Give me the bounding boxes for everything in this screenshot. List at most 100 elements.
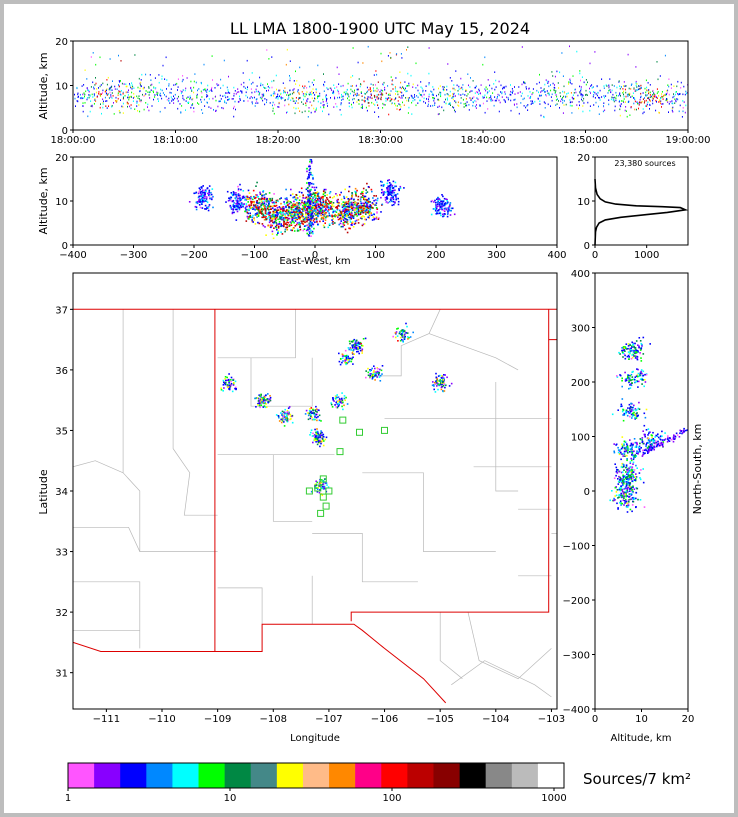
time-height-source bbox=[504, 93, 506, 95]
east-west-source bbox=[249, 207, 252, 209]
east-west-source bbox=[312, 204, 314, 207]
plan-view-source bbox=[340, 402, 343, 404]
time-height-source bbox=[540, 114, 542, 117]
east-west-source bbox=[433, 201, 435, 203]
east-west-source bbox=[446, 213, 449, 215]
east-west-source bbox=[304, 208, 306, 210]
time-height-source bbox=[207, 84, 209, 87]
time-height-source bbox=[385, 92, 387, 95]
time-height-source bbox=[460, 77, 462, 80]
time-height-source bbox=[520, 95, 522, 97]
time-height-source bbox=[112, 80, 113, 82]
plan-view-source bbox=[336, 401, 339, 403]
time-height-source bbox=[126, 85, 128, 88]
plan-view-source bbox=[404, 335, 406, 338]
time-height-source bbox=[579, 72, 581, 75]
time-height-source bbox=[93, 94, 95, 97]
time-height-source bbox=[284, 99, 286, 101]
time-height-source bbox=[635, 82, 637, 84]
time-height-source bbox=[389, 100, 391, 102]
north-south-source bbox=[622, 349, 624, 352]
time-height-source bbox=[417, 89, 419, 92]
east-west-source bbox=[204, 195, 206, 197]
time-height-source bbox=[289, 77, 291, 79]
county-line bbox=[451, 660, 552, 698]
plan-view-source bbox=[313, 434, 316, 436]
time-height-source bbox=[548, 80, 550, 83]
plan-view-source bbox=[263, 396, 266, 398]
time-height-source bbox=[555, 90, 557, 92]
east-west-source bbox=[229, 198, 232, 200]
plan-view-source bbox=[308, 412, 311, 415]
time-height-source bbox=[304, 110, 306, 113]
east-west-source bbox=[275, 226, 278, 229]
time-height-source bbox=[391, 83, 393, 86]
plan-view-source bbox=[343, 397, 346, 400]
time-height-source bbox=[494, 99, 496, 102]
time-height-source bbox=[634, 90, 636, 92]
east-west-source bbox=[363, 223, 366, 225]
time-height-source bbox=[480, 92, 481, 94]
time-height-source bbox=[512, 90, 514, 92]
ew-y-tick-label-0: 0 bbox=[62, 241, 68, 252]
time-height-source bbox=[606, 85, 608, 87]
time-height-source bbox=[95, 63, 97, 66]
plan-view-source bbox=[334, 404, 336, 406]
time-height-source bbox=[164, 94, 165, 96]
time-height-source bbox=[490, 96, 492, 99]
time-height-source bbox=[406, 90, 408, 92]
plan-view-source bbox=[440, 377, 443, 379]
east-west-source bbox=[446, 198, 448, 201]
plan-view-source bbox=[371, 378, 374, 380]
time-height-source bbox=[416, 95, 418, 97]
time-height-source bbox=[578, 101, 580, 103]
east-west-source bbox=[253, 205, 256, 208]
time-height-source bbox=[259, 96, 261, 99]
east-west-source bbox=[286, 224, 288, 226]
time-height-source bbox=[646, 94, 648, 96]
time-height-source bbox=[322, 104, 324, 106]
east-west-source bbox=[438, 199, 440, 201]
plan-view-source bbox=[440, 386, 443, 389]
east-west-source bbox=[312, 232, 314, 235]
time-height-source bbox=[507, 98, 509, 101]
time-height-source bbox=[84, 95, 85, 98]
time-height-source bbox=[102, 82, 104, 85]
time-height-source bbox=[638, 102, 640, 105]
east-west-source bbox=[335, 193, 337, 195]
east-west-source bbox=[346, 219, 349, 221]
east-west-source bbox=[297, 207, 300, 210]
time-height-source bbox=[617, 94, 619, 97]
plan-view-source bbox=[372, 371, 375, 374]
time-height-source bbox=[392, 79, 394, 81]
east-west-source bbox=[253, 201, 255, 203]
east-west-source bbox=[355, 192, 357, 195]
east-west-source bbox=[309, 189, 312, 191]
time-height-source bbox=[161, 78, 163, 80]
time-height-source bbox=[634, 100, 636, 103]
time-height-source bbox=[521, 46, 523, 48]
plan-view-source bbox=[331, 406, 334, 408]
east-west-source bbox=[276, 207, 279, 209]
time-height-source bbox=[372, 84, 374, 86]
plan-view-source bbox=[265, 394, 267, 397]
east-west-source bbox=[202, 189, 204, 192]
plan-view-source bbox=[396, 335, 399, 337]
time-height-source bbox=[86, 98, 88, 101]
east-west-source bbox=[348, 227, 350, 230]
east-west-source bbox=[310, 217, 312, 220]
time-height-source bbox=[168, 97, 170, 100]
time-height-source bbox=[368, 102, 370, 104]
east-west-source bbox=[303, 225, 306, 227]
plan-view-source bbox=[435, 380, 437, 382]
east-west-source bbox=[268, 214, 270, 216]
east-west-source bbox=[286, 226, 289, 228]
east-west-source bbox=[240, 202, 243, 204]
time-height-source bbox=[180, 111, 182, 113]
east-west-source bbox=[242, 205, 244, 208]
east-west-source bbox=[205, 208, 207, 210]
time-height-source bbox=[587, 101, 589, 104]
time-height-source bbox=[188, 102, 189, 104]
east-west-source bbox=[449, 214, 452, 216]
